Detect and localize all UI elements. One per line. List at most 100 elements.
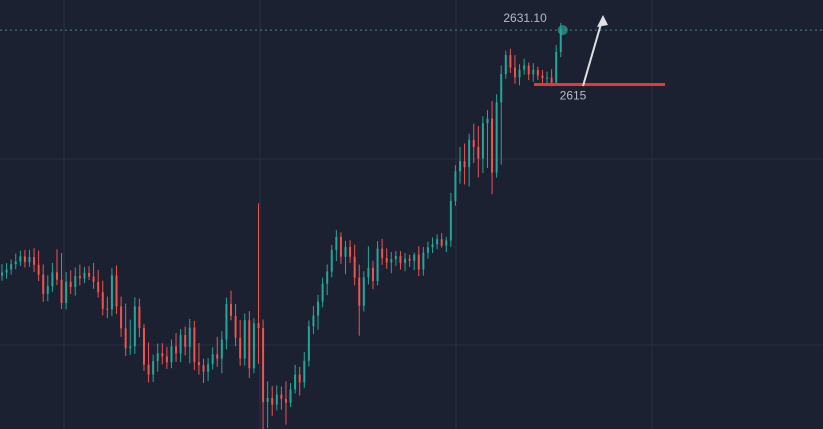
candle-body [449,200,452,241]
candle-body [271,397,274,405]
candle-body [362,277,365,306]
candle [74,267,77,296]
candle-body [436,239,439,245]
candle [390,251,393,274]
candle [216,336,219,367]
candle-body [289,389,292,403]
candle-body [431,244,434,248]
candle [97,269,100,298]
candle-body [459,161,461,172]
candle [399,250,402,270]
candle-body [220,339,223,359]
candle [193,320,196,370]
up-arrow-annotation[interactable] [582,15,608,87]
candle-body [165,356,168,363]
candle [536,66,539,81]
candle-body [481,123,484,159]
candle-body [46,286,49,294]
candle [555,44,558,86]
candle [266,381,269,428]
candle-body [33,257,36,265]
candle [78,264,81,286]
candle [445,236,448,252]
candle-body [120,306,123,329]
candle-body [28,257,31,263]
candle [541,69,544,86]
candle [152,354,155,383]
candle [513,55,516,84]
candle [486,110,489,168]
candle-body [367,267,370,278]
candle [527,62,530,81]
candle-body [129,346,132,349]
candle [115,265,118,315]
candle-body [394,256,397,260]
candle [120,296,123,337]
candle [362,271,365,312]
candle-body [175,346,178,354]
candle [101,280,104,316]
candle-body [74,275,77,288]
candle [500,65,503,165]
candle-body [491,118,494,173]
candle-body [513,67,516,78]
candle-body [321,283,324,302]
candle-body [303,360,306,383]
candle [257,203,260,364]
candle [88,266,91,281]
candle [5,263,8,279]
candle-body [37,264,40,275]
candle-body [307,326,310,361]
candle [294,364,297,394]
candle-body [284,398,287,403]
candle [275,385,278,411]
candle [381,238,384,265]
candle-body [156,353,159,362]
candle-body [193,327,196,363]
candle [367,246,370,285]
candle-body [179,335,182,354]
candle-body [266,397,269,402]
arrow-shaft [582,16,604,87]
candle [184,326,187,356]
candle [33,248,36,272]
candle [92,262,95,289]
candle-body [509,55,512,68]
candle [321,277,324,308]
candle-body [10,264,13,270]
candle [188,318,191,364]
candle [532,63,535,82]
candle-body [335,236,338,250]
candle [472,123,475,164]
candle [243,313,246,366]
candle [133,297,136,355]
candle-body [312,315,315,327]
candle [509,48,512,73]
candle [124,303,127,357]
candle-body [385,258,388,263]
candle-body [381,248,384,259]
candle [546,71,549,85]
candle-body [523,65,526,70]
candle-body [546,77,549,79]
candle [202,358,205,384]
candle [179,329,182,363]
candle-body [349,246,352,257]
candle-body [527,65,530,75]
candle [165,346,168,369]
candle-body [326,271,329,284]
candle-body [417,254,420,270]
candle-body [262,327,265,402]
candle-body [60,279,63,304]
candle [175,333,178,362]
candle [138,298,141,338]
candle-body [532,69,535,75]
candle [298,366,301,396]
candle-body [110,275,113,310]
candle [69,270,72,294]
candle [156,343,159,372]
candle-body [188,327,191,347]
candle-body [559,30,562,53]
candle [142,324,145,371]
